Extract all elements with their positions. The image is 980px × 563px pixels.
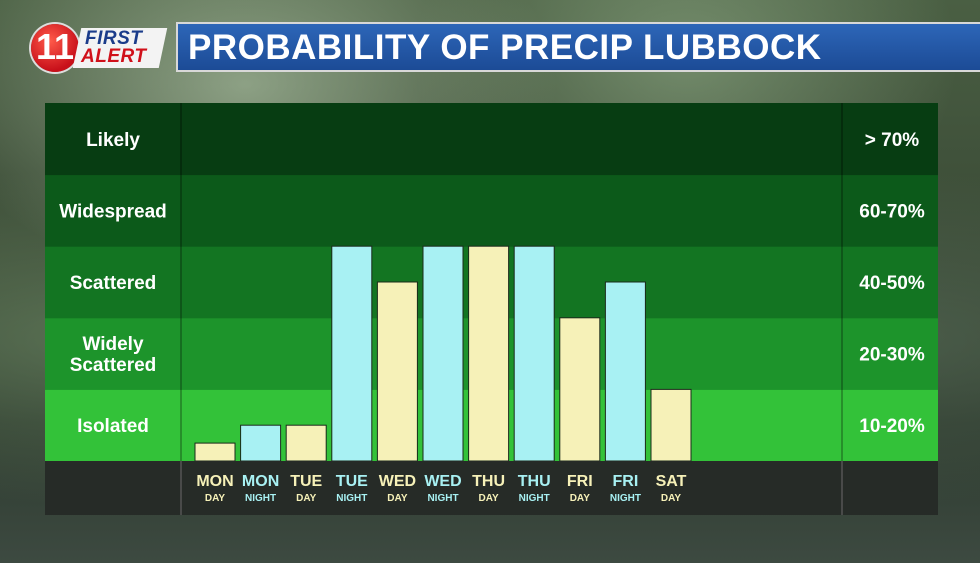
x-label-day-4: WED [379,473,416,490]
bar-thu-night [513,245,555,462]
x-label-day-3: TUE [336,473,368,490]
y-label-2-0: Scattered [70,273,157,294]
y-label-0-0: Isolated [77,416,149,437]
logo-word-first: FIRST [85,28,143,49]
y-label-3-0: Widespread [59,201,167,222]
range-label-1: 20-30% [859,345,925,366]
bar-wed-day [376,281,418,462]
x-label-day-0: MON [196,473,233,490]
x-label-day-10: SAT [656,473,687,490]
logo-number: 11 [35,26,75,67]
bar-mon-night [240,424,282,462]
x-label-period-10: DAY [661,493,682,504]
x-label-period-8: DAY [570,493,591,504]
x-label-period-2: DAY [296,493,317,504]
y-label-1-0: Widely [82,334,143,355]
x-label-period-6: DAY [478,493,499,504]
x-axis-strip [45,461,938,515]
bar-tue-night [331,245,373,462]
x-label-period-4: DAY [387,493,408,504]
x-label-period-5: NIGHT [427,493,458,504]
bar-mon-day [194,442,236,462]
bar-sat-day [650,388,692,462]
x-label-day-6: THU [472,473,505,490]
x-label-period-7: NIGHT [519,493,550,504]
bar-tue-day [285,424,327,462]
x-label-day-2: TUE [290,473,322,490]
x-label-period-3: NIGHT [336,493,367,504]
range-label-4: > 70% [865,130,920,151]
x-label-day-9: FRI [613,473,639,490]
x-label-day-8: FRI [567,473,593,490]
x-label-period-0: DAY [205,493,226,504]
first-alert-logo: 11 FIRST ALERT [31,24,168,72]
logo-word-alert: ALERT [81,46,147,67]
bar-fri-night [604,281,646,462]
bar-thu-day [468,245,510,462]
x-label-day-5: WED [424,473,461,490]
x-label-day-1: MON [242,473,279,490]
title-bar: PROBABILITY OF PRECIP LUBBOCK [176,22,980,72]
range-label-3: 60-70% [859,201,925,222]
logo-circle [31,24,79,72]
page-title: PROBABILITY OF PRECIP LUBBOCK [188,28,822,67]
y-label-4-0: Likely [86,130,140,151]
bar-wed-night [422,245,464,462]
bar-fri-day [559,317,601,462]
range-label-2: 40-50% [859,273,925,294]
x-label-period-9: NIGHT [610,493,641,504]
x-label-day-7: THU [518,473,551,490]
y-label-1-1: Scattered [70,355,157,376]
precip-chart: IsolatedWidelyScatteredScatteredWidespre… [45,103,938,515]
band-4 [45,103,938,176]
band-3 [45,174,938,247]
range-label-0: 10-20% [859,416,925,437]
x-label-period-1: NIGHT [245,493,276,504]
